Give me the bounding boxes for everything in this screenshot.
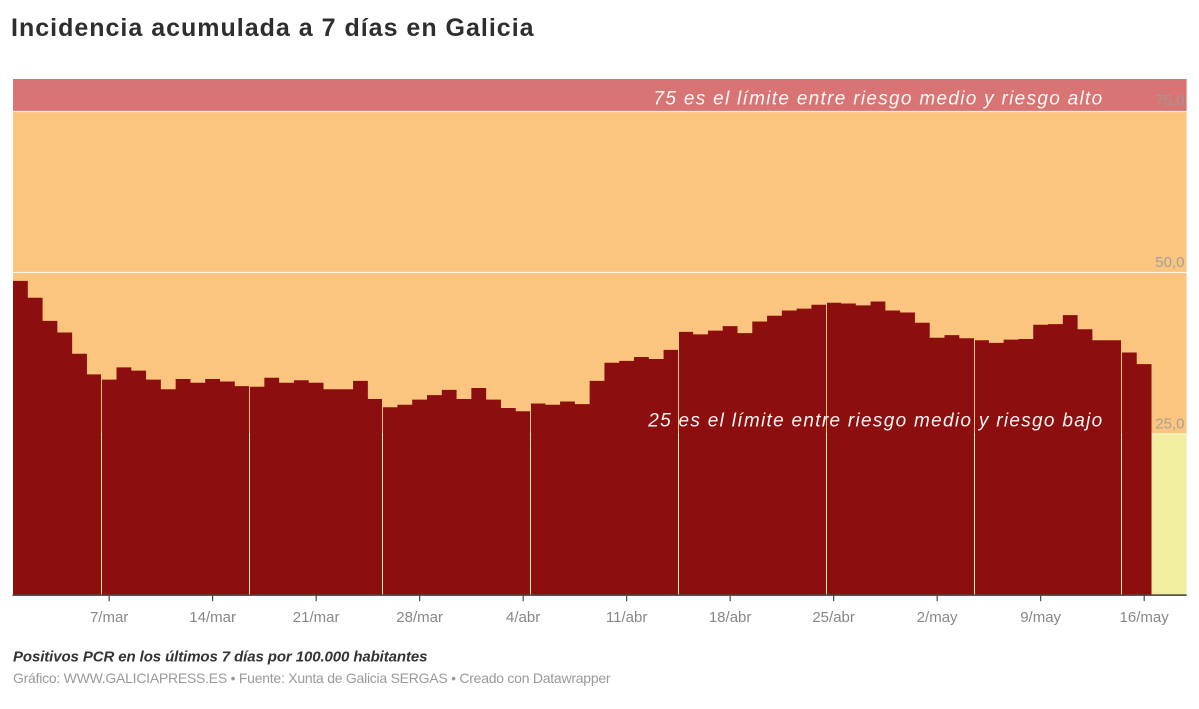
svg-text:Incidencia acumulada a 7 días: Incidencia acumulada a 7 días en Galicia: [11, 14, 535, 42]
svg-text:25/abr: 25/abr: [812, 609, 855, 626]
svg-text:25 es el límite entre riesgo m: 25 es el límite entre riesgo medio y rie…: [647, 411, 1103, 432]
svg-text:18/abr: 18/abr: [709, 609, 752, 626]
svg-text:75,0: 75,0: [1155, 92, 1184, 109]
svg-text:11/abr: 11/abr: [606, 609, 647, 626]
svg-text:Positivos PCR en los últimos 7: Positivos PCR en los últimos 7 días por …: [13, 648, 427, 665]
svg-text:7/mar: 7/mar: [90, 609, 128, 626]
svg-text:21/mar: 21/mar: [293, 609, 340, 626]
svg-text:25,0: 25,0: [1155, 415, 1184, 432]
svg-text:9/may: 9/may: [1020, 609, 1061, 626]
svg-text:Gráfico: WWW.GALICIAPRESS.ES •: Gráfico: WWW.GALICIAPRESS.ES • Fuente: X…: [13, 670, 611, 686]
svg-text:50,0: 50,0: [1155, 254, 1184, 271]
svg-text:14/mar: 14/mar: [189, 609, 236, 626]
svg-text:2/may: 2/may: [917, 609, 958, 626]
svg-text:28/mar: 28/mar: [396, 609, 443, 626]
svg-text:16/may: 16/may: [1120, 609, 1170, 626]
svg-text:75 es el límite entre riesgo m: 75 es el límite entre riesgo medio y rie…: [654, 89, 1104, 110]
svg-text:4/abr: 4/abr: [506, 609, 540, 626]
